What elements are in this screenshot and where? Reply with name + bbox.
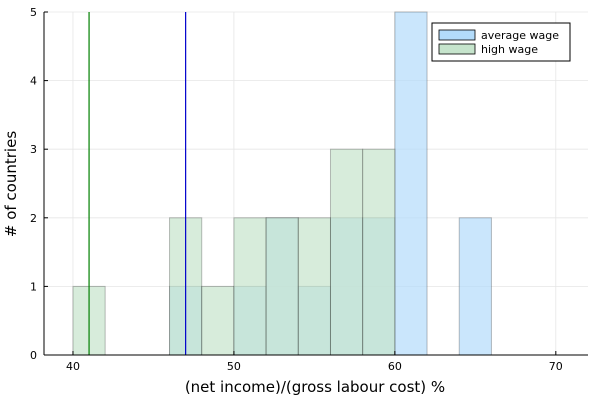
x-axis-title: (net income)/(gross labour cost) % bbox=[185, 378, 445, 396]
bar-high-wage bbox=[233, 217, 267, 356]
y-tick-label: 2 bbox=[30, 212, 37, 225]
bar-high-wage bbox=[201, 285, 235, 356]
axes bbox=[43, 11, 588, 356]
y-tick-label: 0 bbox=[30, 349, 37, 362]
legend: average wage high wage bbox=[431, 22, 571, 62]
tick-labels: 40 50 60 70 0 1 2 3 4 5 bbox=[30, 6, 563, 373]
x-tick-label: 50 bbox=[227, 360, 241, 373]
y-tick-label: 1 bbox=[30, 280, 37, 293]
y-tick-label: 3 bbox=[30, 143, 37, 156]
x-tick-label: 60 bbox=[388, 360, 402, 373]
y-tick-label: 5 bbox=[30, 6, 37, 19]
legend-label-average-wage: average wage bbox=[481, 29, 559, 42]
bar-average-wage bbox=[394, 11, 428, 356]
bar-high-wage bbox=[297, 217, 331, 356]
bar-high-wage bbox=[362, 148, 396, 356]
y-axis-title: # of countries bbox=[2, 131, 20, 237]
bar-high-wage bbox=[265, 217, 299, 356]
x-tick-label: 40 bbox=[66, 360, 80, 373]
reference-lines bbox=[88, 12, 187, 355]
histogram-bars bbox=[72, 11, 492, 356]
legend-swatch-high-wage bbox=[438, 43, 476, 55]
bar-high-wage bbox=[329, 148, 364, 356]
legend-box bbox=[431, 22, 571, 62]
y-tick-label: 4 bbox=[30, 75, 37, 88]
legend-label-high-wage: high wage bbox=[481, 43, 538, 56]
x-tick-label: 70 bbox=[549, 360, 563, 373]
legend-swatch-average-wage bbox=[438, 29, 476, 41]
bar-average-wage bbox=[458, 217, 492, 356]
